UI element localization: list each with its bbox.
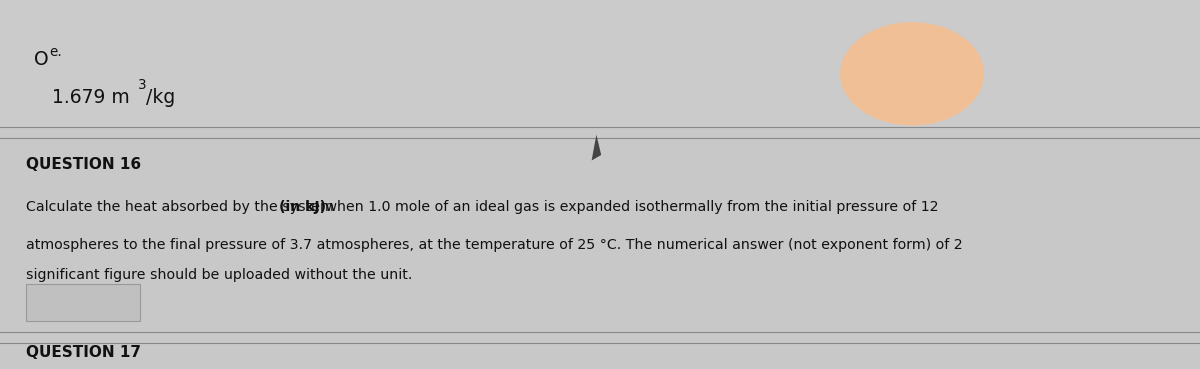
Text: QUESTION 16: QUESTION 16 [26,157,142,172]
Text: /kg: /kg [146,88,175,107]
Text: (in kJ): (in kJ) [280,200,326,214]
Text: when 1.0 mole of an ideal gas is expanded isothermally from the initial pressure: when 1.0 mole of an ideal gas is expande… [322,200,938,214]
Bar [0,0,1200,127]
Text: e.: e. [49,45,62,59]
Polygon shape [592,135,601,161]
Text: O: O [34,49,48,69]
Text: QUESTION 17: QUESTION 17 [26,345,142,360]
Text: 1.679 m: 1.679 m [52,88,130,107]
Text: 3: 3 [138,77,146,92]
Text: Calculate the heat absorbed by the system: Calculate the heat absorbed by the syste… [26,200,338,214]
Ellipse shape [840,22,984,125]
Bar [26,284,140,321]
Text: atmospheres to the final pressure of 3.7 atmospheres, at the temperature of 25 °: atmospheres to the final pressure of 3.7… [26,238,964,252]
Text: significant figure should be uploaded without the unit.: significant figure should be uploaded wi… [26,268,413,282]
